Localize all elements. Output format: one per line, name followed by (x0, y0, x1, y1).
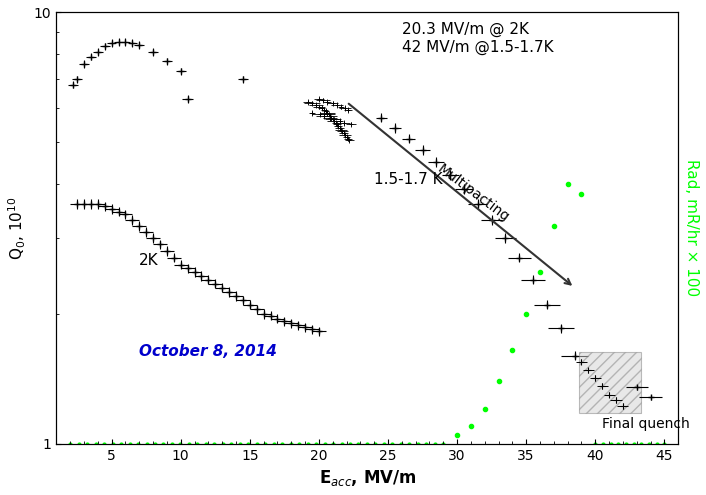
Text: 20.3 MV/m @ 2K
42 MV/m @1.5-1.7K: 20.3 MV/m @ 2K 42 MV/m @1.5-1.7K (402, 22, 554, 55)
Text: 1.5-1.7 K: 1.5-1.7 K (374, 172, 443, 187)
Y-axis label: Rad, mR/hr × 100: Rad, mR/hr × 100 (684, 159, 699, 297)
Text: Final quench: Final quench (602, 417, 690, 432)
X-axis label: E$_{acc}$, MV/m: E$_{acc}$, MV/m (318, 468, 416, 488)
Text: 2K: 2K (139, 253, 159, 268)
Y-axis label: Q$_0$, 10$^{10}$: Q$_0$, 10$^{10}$ (7, 196, 28, 260)
Bar (579, 352, 641, 413)
Text: Multipacting: Multipacting (435, 162, 512, 225)
Text: October 8, 2014: October 8, 2014 (139, 344, 277, 358)
